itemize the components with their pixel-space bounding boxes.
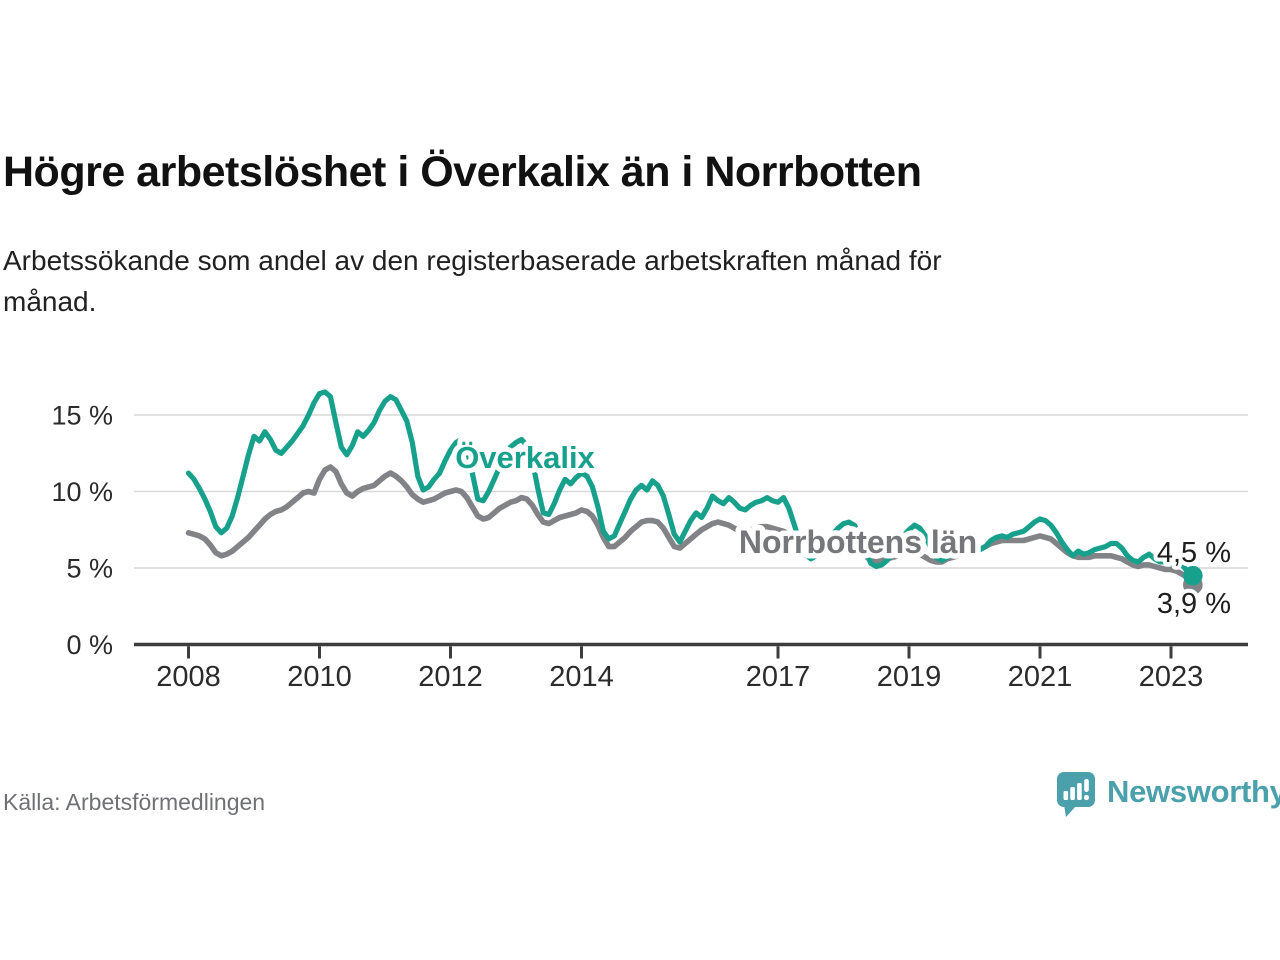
y-axis-tick-label: 10 % (51, 477, 113, 507)
x-axis-tick-label: 2010 (287, 661, 352, 693)
subtitle-line-1: Arbetssökande som andel av den registerb… (3, 245, 942, 276)
chart-subtitle: Arbetssökande som andel av den registerb… (3, 240, 1203, 322)
x-axis-tick-label: 2012 (418, 661, 483, 693)
x-axis-tick-label: 2017 (746, 661, 811, 693)
end-label-norrbotten: 3,9 % (1157, 588, 1231, 620)
source-note: Källa: Arbetsförmedlingen (3, 789, 266, 815)
subtitle-line-2: månad. (3, 286, 97, 317)
series-label-norrbotten: Norrbottens län (739, 524, 977, 560)
y-axis-tick-label: 0 % (66, 630, 113, 660)
brand-name: Newsworthy (1107, 774, 1280, 809)
end-label-overkalix: 4,5 % (1157, 537, 1231, 569)
newsworthy-logo: Newsworthy (1056, 771, 1280, 817)
x-axis-tick-label: 2008 (156, 661, 221, 693)
y-axis-tick-label: 15 % (51, 401, 113, 431)
end-dot-overkalix (1183, 565, 1203, 586)
series-label-overkalix: Överkalix (455, 440, 595, 475)
page-title: Högre arbetslöshet i Överkalix än i Norr… (3, 148, 922, 196)
line-overkalix (185, 389, 1196, 579)
line-norrbotten (185, 464, 1196, 588)
x-axis-tick-label: 2021 (1008, 661, 1073, 693)
speech-bubble-bar-chart-icon (1057, 772, 1095, 817)
x-axis-tick-label: 2014 (549, 661, 614, 693)
x-axis-tick-label: 2019 (877, 661, 942, 693)
y-axis-tick-label: 5 % (66, 554, 113, 584)
x-axis-tick-label: 2023 (1139, 661, 1204, 693)
